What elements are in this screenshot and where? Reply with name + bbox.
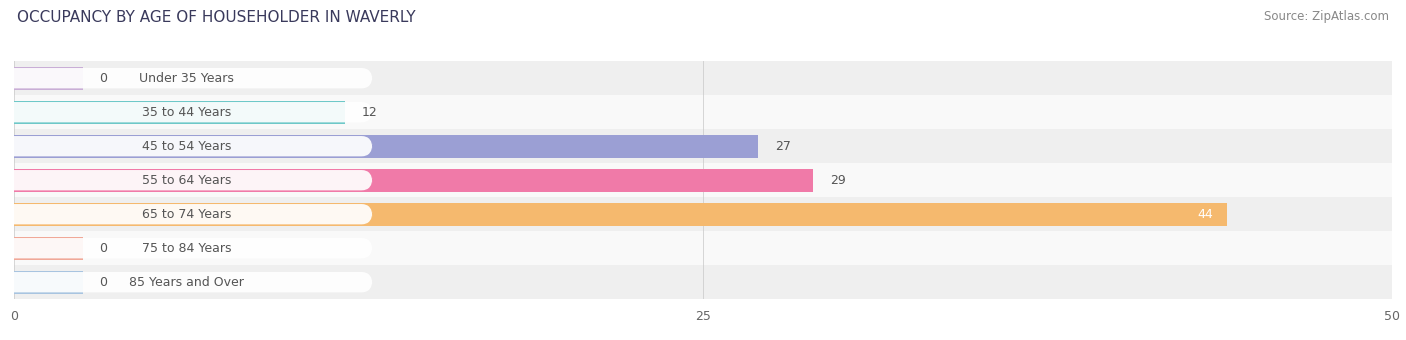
FancyBboxPatch shape [0, 170, 373, 190]
Text: 55 to 64 Years: 55 to 64 Years [142, 174, 231, 187]
Text: 45 to 54 Years: 45 to 54 Years [142, 140, 231, 153]
Bar [14, 265, 1392, 299]
Bar [14, 135, 758, 158]
Bar [14, 231, 1392, 265]
Text: Source: ZipAtlas.com: Source: ZipAtlas.com [1264, 10, 1389, 23]
Bar [14, 197, 1392, 231]
Text: 29: 29 [830, 174, 845, 187]
Bar [14, 61, 1392, 95]
FancyBboxPatch shape [0, 136, 373, 156]
Text: 75 to 84 Years: 75 to 84 Years [142, 242, 231, 255]
Bar [14, 169, 813, 192]
FancyBboxPatch shape [0, 102, 373, 122]
Bar [14, 101, 344, 124]
FancyBboxPatch shape [0, 238, 373, 258]
Bar [14, 271, 83, 294]
FancyBboxPatch shape [0, 204, 373, 224]
Bar [14, 203, 1226, 226]
Text: 85 Years and Over: 85 Years and Over [129, 276, 243, 289]
Text: 12: 12 [361, 106, 377, 119]
Bar [14, 163, 1392, 197]
Text: 0: 0 [100, 242, 107, 255]
Text: 27: 27 [775, 140, 790, 153]
Bar [14, 95, 1392, 129]
Text: 0: 0 [100, 72, 107, 85]
Text: Under 35 Years: Under 35 Years [139, 72, 233, 85]
Bar [14, 237, 83, 260]
Bar [14, 129, 1392, 163]
Text: 65 to 74 Years: 65 to 74 Years [142, 208, 231, 221]
Bar [14, 67, 83, 90]
Text: 0: 0 [100, 276, 107, 289]
FancyBboxPatch shape [0, 68, 373, 88]
Text: 35 to 44 Years: 35 to 44 Years [142, 106, 231, 119]
FancyBboxPatch shape [0, 272, 373, 292]
Text: 44: 44 [1197, 208, 1213, 221]
Text: OCCUPANCY BY AGE OF HOUSEHOLDER IN WAVERLY: OCCUPANCY BY AGE OF HOUSEHOLDER IN WAVER… [17, 10, 416, 25]
